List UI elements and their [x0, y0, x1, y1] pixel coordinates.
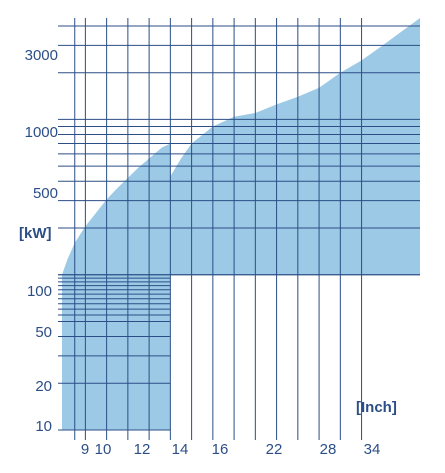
- area-fill-layer: [62, 18, 420, 430]
- x-tick-label: 12: [134, 441, 151, 458]
- y-tick-label: 100: [27, 283, 52, 300]
- y-tick-label: 10: [35, 418, 52, 435]
- x-axis-label: [Inch]: [356, 399, 397, 416]
- y-axis-label: [kW]: [19, 225, 52, 242]
- grid-layer: [58, 18, 420, 440]
- area-region: [170, 18, 420, 275]
- y-tick-labels: 3000 1000 500 100 50 20 10: [25, 47, 58, 435]
- x-tick-label: 34: [364, 441, 381, 458]
- y-tick-label: 20: [35, 378, 52, 395]
- x-tick-label: 10: [95, 441, 112, 458]
- y-tick-label: 50: [35, 324, 52, 341]
- x-tick-label: 16: [212, 441, 229, 458]
- x-tick-labels: 9 10 12 14 16 22 28 34: [81, 441, 381, 458]
- area-region: [62, 143, 171, 430]
- x-tick-label: 28: [320, 441, 337, 458]
- y-tick-label: 1000: [25, 124, 58, 141]
- x-tick-label: 14: [172, 441, 189, 458]
- y-tick-label: 500: [33, 185, 58, 202]
- x-tick-label: 9: [81, 441, 89, 458]
- y-tick-label: 3000: [25, 47, 58, 64]
- x-tick-label: 22: [266, 441, 283, 458]
